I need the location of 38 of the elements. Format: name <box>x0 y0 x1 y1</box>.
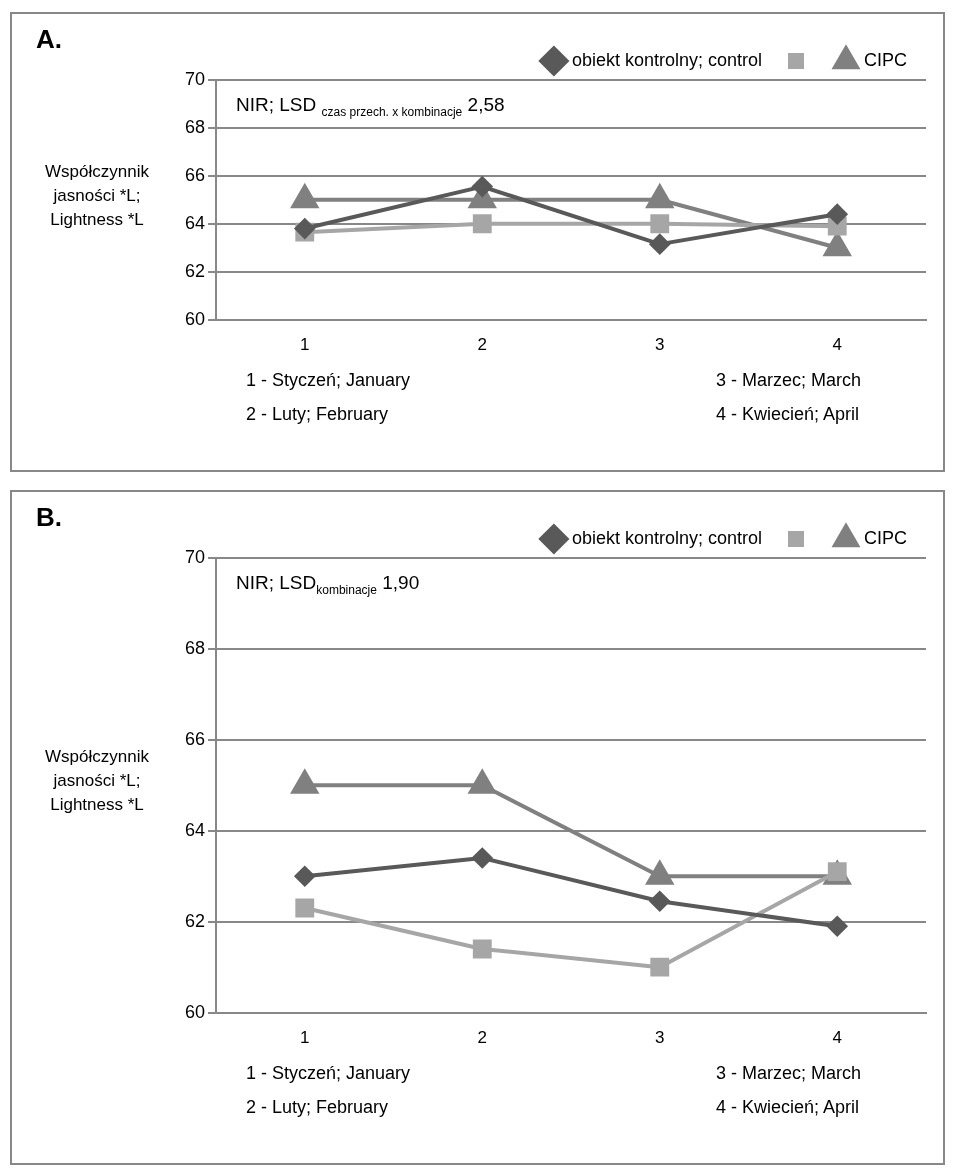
chart-title: A. <box>36 24 62 55</box>
y-tick-label: 62 <box>184 910 206 931</box>
y-tick-label: 68 <box>184 637 206 658</box>
chart-title: B. <box>36 502 62 533</box>
y-tick-label: 64 <box>184 212 206 233</box>
y-axis-title: Współczynnik jasności *L; Lightness *L <box>44 160 150 231</box>
y-tick-label: 70 <box>184 68 206 89</box>
legend-label: obiekt kontrolny; control <box>571 527 763 548</box>
text: 1 - Styczeń; January <box>246 1063 411 1084</box>
text: 1 - Styczeń; January <box>246 370 411 391</box>
y-tick-label: 64 <box>184 819 206 840</box>
text: 3 - Marzec; March <box>716 370 862 391</box>
text: 2 - Luty; February <box>246 404 389 425</box>
legend-label: CIPC <box>864 49 908 70</box>
legend-label: CIPC <box>864 527 908 548</box>
y-tick-label: 68 <box>184 116 206 137</box>
y-tick-label: 62 <box>184 260 206 281</box>
legend-label: obiekt kontrolny; control <box>571 49 763 70</box>
y-axis-title: Współczynnik jasności *L; Lightness *L <box>44 746 150 817</box>
x-tick-label: 1 <box>300 1028 310 1048</box>
x-tick-label: 1 <box>300 335 310 355</box>
x-tick-label: 3 <box>655 1028 665 1048</box>
x-tick-label: 4 <box>832 1028 842 1048</box>
x-tick-label: 3 <box>655 335 665 355</box>
y-tick-label: 60 <box>184 1001 206 1022</box>
text: 4 - Kwiecień; April <box>716 404 860 425</box>
y-tick-label: 70 <box>184 546 206 567</box>
annotation: NIR; LSD$_{kombinacje}$ 1,90 <box>236 572 420 597</box>
x-tick-label: 4 <box>832 335 842 355</box>
y-tick-label: 60 <box>184 308 206 329</box>
x-tick-label: 2 <box>477 1028 487 1048</box>
text: 3 - Marzec; March <box>716 1063 862 1084</box>
y-tick-label: 66 <box>184 728 206 749</box>
y-tick-label: 66 <box>184 164 206 185</box>
text: 4 - Kwiecień; April <box>716 1097 860 1118</box>
x-tick-label: 2 <box>477 335 487 355</box>
text: 2 - Luty; February <box>246 1097 389 1118</box>
annotation: NIR; LSD $_{czas przech. x kombinacje}$ 2,58 <box>236 94 505 119</box>
